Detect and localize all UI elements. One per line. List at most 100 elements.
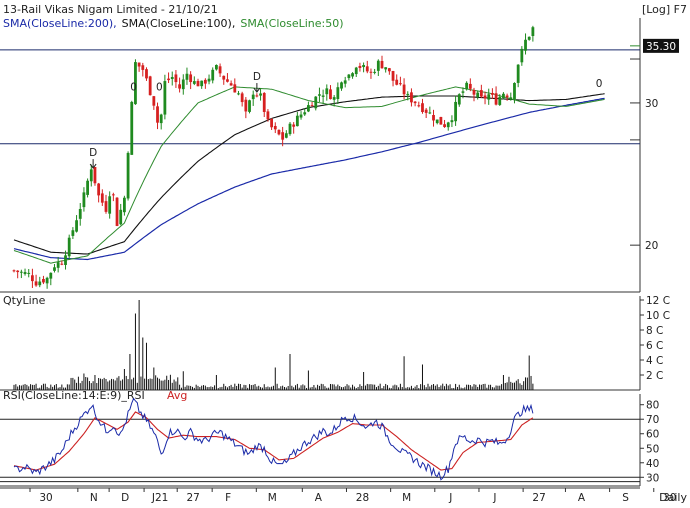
candle-up: [71, 230, 75, 236]
candle-up: [303, 112, 307, 115]
date-tick-label-8: 28: [356, 492, 369, 504]
candle-down: [178, 84, 181, 89]
date-tick-label-5: F: [225, 492, 231, 504]
candle-up: [487, 94, 491, 100]
candle-down: [31, 275, 34, 282]
candle-down: [60, 263, 64, 265]
candle-down: [196, 80, 200, 87]
candle-up: [159, 114, 163, 124]
candle-down: [229, 83, 233, 86]
pattern-markers: D 0 0 D 0: [89, 71, 602, 169]
candle-up: [38, 281, 42, 286]
candle-up: [163, 81, 167, 115]
rsi-axis: 30 40 50 60 70 80: [640, 400, 659, 484]
candle-up: [211, 69, 215, 81]
price-horizontal-lines: [0, 49, 640, 145]
candle-down: [137, 62, 141, 67]
candle-up: [75, 220, 78, 232]
price-tick-label-1: 30: [645, 98, 658, 110]
date-tick-label-15: 30: [663, 492, 676, 504]
date-tick-label-14: S: [622, 492, 629, 504]
candle-down: [479, 90, 483, 97]
candle-down: [424, 109, 428, 113]
candle-down: [387, 68, 391, 72]
candle-down: [266, 111, 270, 120]
volume-tick-label-4: 10 C: [646, 310, 670, 322]
rsi-path: [13, 397, 534, 481]
candle-down: [262, 93, 266, 112]
candle-down: [100, 193, 104, 203]
date-tick-label-11: J: [492, 492, 496, 504]
candle-up: [498, 96, 502, 105]
candle-up: [509, 97, 513, 100]
candle-up: [126, 152, 130, 199]
candle-down: [413, 101, 417, 104]
candle-up: [325, 88, 329, 95]
date-axis: 30 N D J21 27 F M A 28 M J J 27 A S 30: [29, 488, 676, 504]
candle-up: [513, 82, 516, 100]
pattern-marker-arrowhead-0: [89, 163, 97, 169]
pattern-marker-2: 0: [156, 81, 163, 93]
candle-down: [380, 60, 384, 69]
date-tick-label-12: 27: [532, 492, 545, 504]
candle-down: [104, 201, 108, 212]
candle-down: [16, 270, 20, 273]
candle-down: [167, 78, 170, 81]
candle-up: [307, 105, 310, 112]
candle-down: [329, 89, 332, 100]
candle-down: [111, 194, 115, 196]
candle-up: [465, 82, 469, 90]
candle-down: [12, 270, 16, 272]
date-tick-label-9: M: [402, 492, 411, 504]
candle-up: [299, 114, 303, 118]
candle-up: [318, 94, 321, 96]
candle-up: [336, 87, 340, 100]
candle-down: [203, 79, 207, 84]
candle-up: [461, 91, 465, 93]
candle-up: [284, 133, 288, 138]
candle-down: [369, 71, 373, 73]
candle-down: [421, 103, 424, 113]
candle-down: [439, 116, 443, 125]
candle-up: [435, 119, 439, 124]
sma-legend-item-1: SMA(CloseLine:100),: [122, 17, 236, 30]
candle-up: [524, 39, 527, 51]
candle-up: [192, 81, 196, 84]
volume-tick-label-3: 8 C: [646, 325, 663, 337]
candle-up: [123, 197, 126, 213]
candle-up: [446, 122, 450, 128]
pattern-marker-0: D: [89, 147, 97, 159]
period-label[interactable]: Daily: [659, 491, 687, 504]
candle-up: [321, 95, 325, 97]
candle-down: [42, 278, 45, 283]
candle-up: [531, 27, 535, 37]
candle-up: [207, 78, 211, 82]
candle-up: [450, 120, 454, 123]
candle-up: [354, 67, 358, 75]
candle-up: [64, 255, 67, 265]
candle-up: [200, 80, 204, 87]
rsi-average-line: [13, 411, 534, 471]
candle-up: [406, 93, 410, 95]
candle-down: [468, 83, 472, 89]
scale-mode-label[interactable]: [Log] F7: [642, 3, 687, 16]
candle-up: [362, 65, 365, 68]
volume-tick-label-1: 4 C: [646, 355, 663, 367]
candle-up: [384, 67, 388, 70]
date-tick-label-0: 30: [39, 492, 52, 504]
rsi-avg-path: [13, 411, 534, 471]
date-tick-label-7: A: [315, 492, 323, 504]
candle-up: [295, 115, 299, 127]
candle-up: [259, 93, 262, 96]
candle-up: [23, 272, 27, 274]
candle-down: [34, 281, 38, 286]
candle-down: [277, 129, 281, 135]
candle-up: [56, 262, 60, 268]
candle-down: [97, 183, 101, 196]
rsi-reference-lines: [0, 418, 640, 483]
candle-down: [395, 79, 399, 85]
candle-up: [376, 60, 380, 71]
candle-up: [67, 237, 71, 257]
pattern-marker-1: 0: [130, 81, 137, 93]
candle-up: [19, 271, 23, 273]
